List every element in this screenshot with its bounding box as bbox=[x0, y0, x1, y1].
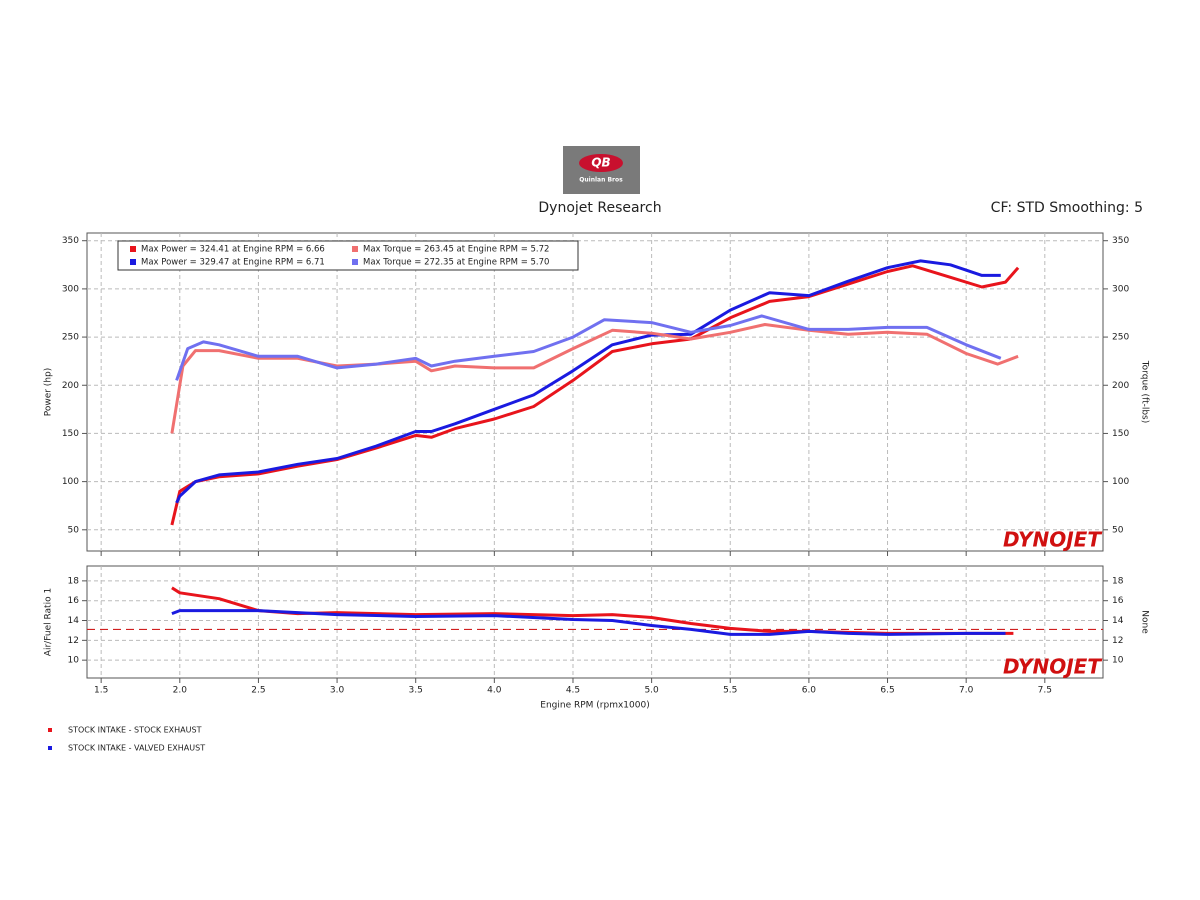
plot-area bbox=[86, 565, 1104, 679]
y-tick-label: 16 bbox=[68, 596, 80, 606]
x-tick-label: 7.5 bbox=[1038, 686, 1052, 696]
x-tick-label: 3.0 bbox=[330, 686, 345, 696]
series-line bbox=[175, 314, 1002, 381]
legend-swatch bbox=[352, 246, 358, 252]
run-swatch bbox=[48, 728, 52, 732]
y2-tick-label: 16 bbox=[1112, 596, 1124, 606]
x-tick-label: 7.0 bbox=[959, 686, 974, 696]
series-line bbox=[170, 264, 1020, 526]
x-tick-label: 4.5 bbox=[566, 686, 580, 696]
y2-tick-label: 200 bbox=[1112, 381, 1129, 391]
y2-axis-label: None bbox=[1140, 610, 1150, 634]
title: Dynojet Research bbox=[538, 200, 661, 216]
run-label: STOCK INTAKE - VALVED EXHAUST bbox=[68, 744, 205, 753]
plot-area bbox=[86, 232, 1104, 552]
legend-swatch bbox=[130, 259, 136, 265]
y-tick-label: 350 bbox=[62, 236, 79, 246]
y2-tick-label: 150 bbox=[1112, 429, 1129, 439]
logo-text: Quinlan Bros bbox=[579, 177, 623, 184]
legend-box bbox=[117, 240, 579, 271]
series-line bbox=[170, 323, 1019, 434]
x-tick-label: 2.5 bbox=[251, 686, 265, 696]
run-swatch bbox=[48, 746, 52, 750]
y-tick-label: 150 bbox=[62, 429, 79, 439]
y-tick-label: 12 bbox=[68, 636, 79, 646]
x-tick-label: 6.5 bbox=[880, 686, 894, 696]
y2-tick-label: 350 bbox=[1112, 236, 1129, 246]
x-tick-label: 4.0 bbox=[487, 686, 502, 696]
y2-tick-label: 12 bbox=[1112, 636, 1123, 646]
series-line bbox=[175, 259, 1001, 504]
y2-axis-label: Torque (ft-lbs) bbox=[1140, 360, 1150, 424]
y-tick-label: 300 bbox=[62, 284, 79, 294]
y-tick-label: 18 bbox=[68, 576, 80, 586]
y2-tick-label: 100 bbox=[1112, 477, 1129, 487]
y-tick-label: 14 bbox=[68, 616, 80, 626]
y2-tick-label: 300 bbox=[1112, 284, 1129, 294]
y-tick-label: 100 bbox=[62, 477, 79, 487]
x-tick-label: 5.5 bbox=[723, 686, 737, 696]
y-tick-label: 250 bbox=[62, 333, 79, 343]
y2-tick-label: 50 bbox=[1112, 525, 1124, 535]
legend-label: Max Power = 324.41 at Engine RPM = 6.66 bbox=[141, 245, 325, 255]
run-label: STOCK INTAKE - STOCK EXHAUST bbox=[68, 726, 202, 735]
y-tick-label: 10 bbox=[68, 656, 80, 666]
legend-label: Max Torque = 272.35 at Engine RPM = 5.70 bbox=[363, 258, 549, 268]
x-tick-label: 1.5 bbox=[94, 686, 108, 696]
x-tick-label: 6.0 bbox=[802, 686, 817, 696]
legend-swatch bbox=[352, 259, 358, 265]
y-tick-label: 50 bbox=[68, 525, 80, 535]
legend-swatch bbox=[130, 246, 136, 252]
y-tick-label: 200 bbox=[62, 381, 79, 391]
settings: CF: STD Smoothing: 5 bbox=[991, 200, 1143, 216]
y2-tick-label: 18 bbox=[1112, 576, 1124, 586]
y2-tick-label: 14 bbox=[1112, 616, 1124, 626]
x-axis-label: Engine RPM (rpmx1000) bbox=[540, 701, 649, 711]
x-tick-label: 5.0 bbox=[644, 686, 659, 696]
y2-tick-label: 250 bbox=[1112, 333, 1129, 343]
y2-tick-label: 10 bbox=[1112, 656, 1124, 666]
legend-label: Max Torque = 263.45 at Engine RPM = 5.72 bbox=[363, 245, 549, 255]
logo-oval bbox=[579, 154, 623, 172]
x-tick-label: 2.0 bbox=[173, 686, 188, 696]
y-axis-label: Power (hp) bbox=[44, 368, 54, 417]
logo-mark: QB bbox=[591, 156, 610, 170]
series-line bbox=[171, 609, 1006, 636]
legend-label: Max Power = 329.47 at Engine RPM = 6.71 bbox=[141, 258, 325, 268]
watermark: DYNOJET bbox=[1003, 528, 1102, 552]
watermark: DYNOJET bbox=[1003, 655, 1102, 679]
x-tick-label: 3.5 bbox=[409, 686, 423, 696]
y-axis-label: Air/Fuel Ratio 1 bbox=[44, 588, 54, 656]
